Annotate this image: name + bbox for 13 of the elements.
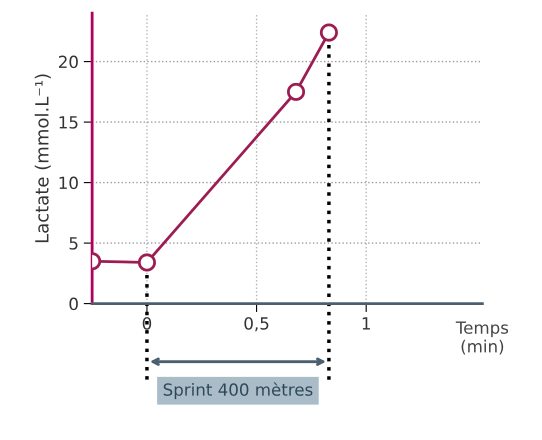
y-tick-label: 15 [60,116,78,129]
point [287,82,306,101]
x-tick-label: 0,5 [244,317,268,332]
y-tick-label: 0 [69,298,78,310]
y-axis-title: Lactate (mmol.L⁻¹) [34,74,51,242]
y-tick-label: 20 [58,56,78,68]
point [320,24,338,42]
x-tick-label: 1 [362,317,370,330]
x-tick-label: 0 [142,317,152,330]
y-tick-label: 10 [60,176,78,190]
text: Sprint 400 mètres [164,382,312,400]
y-tick-label: 5 [70,237,78,250]
x-axis-title: Temps (min) [456,322,508,355]
